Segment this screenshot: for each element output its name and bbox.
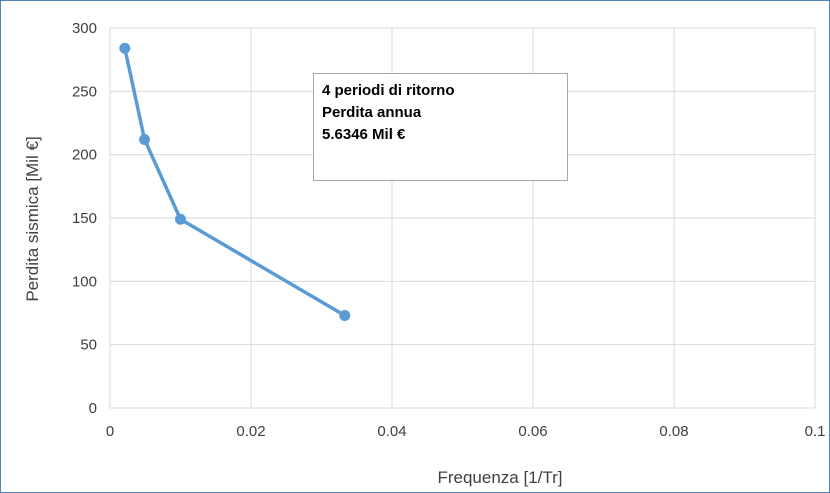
x-tick-label: 0.02	[236, 423, 265, 440]
annotation-line-2: Perdita annua	[322, 104, 422, 121]
data-point	[175, 213, 186, 225]
y-tick-label: 100	[72, 273, 97, 290]
data-point	[339, 310, 351, 322]
x-tick-label: 0.1	[805, 423, 826, 440]
annotation-line-1: 4 periodi di ritorno	[322, 82, 455, 99]
x-tick-label: 0.04	[377, 423, 406, 440]
x-tick-label: 0.06	[518, 423, 547, 440]
x-tick-label: 0.08	[659, 423, 688, 440]
gridlines	[109, 27, 816, 409]
y-tick-label: 250	[72, 83, 97, 100]
x-tick-label: 0	[106, 423, 114, 440]
y-tick-label: 50	[80, 337, 97, 354]
y-tick-label: 200	[72, 147, 97, 164]
data-point	[139, 133, 151, 145]
y-axis-title: Perdita sismica [Mil €]	[23, 136, 42, 301]
x-axis-title: Frequenza [1/Tr]	[437, 468, 562, 487]
y-tick-label: 300	[72, 20, 97, 37]
annotation-box: 4 periodi di ritorno Perdita annua 5.634…	[313, 73, 568, 181]
data-point	[119, 42, 131, 54]
series-layer	[119, 42, 351, 322]
y-tick-label: 150	[72, 210, 97, 227]
y-tick-label: 0	[89, 400, 97, 417]
annotation-line-3: 5.6346 Mil €	[322, 126, 406, 143]
series-line	[123, 47, 346, 318]
tick-labels: 0 0.02 0.04 0.06 0.08 0.1 0 50 100 150 200 250 300	[72, 20, 825, 440]
